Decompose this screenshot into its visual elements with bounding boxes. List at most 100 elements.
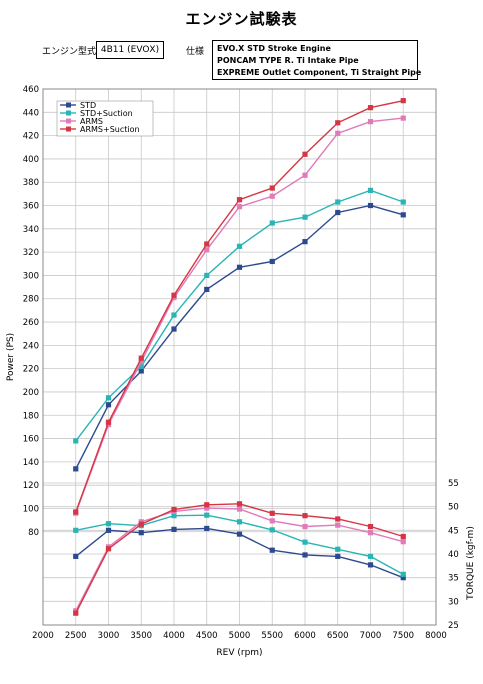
torque-point xyxy=(367,530,374,536)
y-tick-label: 440 xyxy=(23,108,39,118)
torque-axis-label: TORQUE (kgf-m) xyxy=(466,526,476,601)
engine-type-label: エンジン型式 xyxy=(42,47,97,57)
torque-point xyxy=(367,523,374,530)
power-point xyxy=(73,466,79,472)
power-point xyxy=(171,312,177,318)
engine-type-value: 4B11 (EVOⅩ) xyxy=(96,41,164,59)
power-point xyxy=(400,212,406,218)
power-point xyxy=(269,258,275,265)
power-point xyxy=(335,199,341,205)
torque-point xyxy=(335,522,341,528)
power-point xyxy=(236,204,243,210)
power-point xyxy=(236,243,243,249)
y-axis-label: Power (PS) xyxy=(6,333,16,381)
torque-point xyxy=(335,546,341,552)
torque-tick-label: 50 xyxy=(448,503,459,513)
power-point xyxy=(335,209,341,216)
power-point xyxy=(335,130,341,136)
power-point xyxy=(269,220,275,226)
power-point xyxy=(171,326,177,332)
torque-point xyxy=(400,571,406,577)
y-tick-label: 280 xyxy=(23,295,39,305)
torque-point xyxy=(236,531,243,537)
torque-point xyxy=(302,523,308,530)
x-tick-label: 2500 xyxy=(65,631,87,641)
torque-point xyxy=(269,547,275,553)
page-title: エンジン試験表 xyxy=(185,10,298,28)
power-point xyxy=(204,241,210,247)
y-tick-label: 80 xyxy=(28,528,39,538)
y-tick-label: 160 xyxy=(23,435,39,445)
legend-marker xyxy=(66,102,71,108)
y-tick-label: 180 xyxy=(23,411,39,421)
power-point xyxy=(204,272,210,279)
power-point xyxy=(302,239,308,245)
torque-point xyxy=(236,519,243,525)
power-point xyxy=(367,202,374,209)
torque-tick-label: 35 xyxy=(448,574,459,584)
power-point xyxy=(269,193,275,199)
torque-tick-label: 25 xyxy=(448,621,459,631)
y-tick-label: 220 xyxy=(23,365,39,375)
torque-point xyxy=(138,521,144,527)
spec-label: 仕様 xyxy=(186,47,205,57)
power-point xyxy=(302,214,308,220)
y-tick-label: 340 xyxy=(23,225,39,235)
spec-line: PONCAM TYPE R. Ti Intake Pipe xyxy=(217,56,359,65)
y-tick-label: 380 xyxy=(23,178,39,188)
power-point xyxy=(138,359,144,365)
x-tick-label: 8000 xyxy=(425,631,447,641)
x-tick-label: 5000 xyxy=(229,631,251,641)
torque-point xyxy=(400,575,406,581)
y-tick-label: 460 xyxy=(23,85,39,95)
power-point xyxy=(171,292,177,298)
y-tick-label: 200 xyxy=(23,388,39,398)
torque-point xyxy=(302,539,308,545)
torque-point xyxy=(400,533,406,540)
torque-point xyxy=(73,553,79,559)
torque-tick-label: 40 xyxy=(448,550,459,560)
torque-point xyxy=(204,505,210,511)
plot-frame xyxy=(42,88,437,626)
y-tick-label: 400 xyxy=(23,155,39,165)
spec-line: EVO.X STD Stroke Engine xyxy=(217,44,331,53)
x-tick-label: 6500 xyxy=(327,631,349,641)
x-tick-label: 5500 xyxy=(261,631,283,641)
torque-point xyxy=(367,562,374,568)
power-point xyxy=(335,120,341,126)
torque-point xyxy=(204,502,210,508)
x-tick-label: 6000 xyxy=(294,631,316,641)
y-tick-label: 320 xyxy=(23,248,39,258)
x-tick-label: 2000 xyxy=(32,631,54,641)
torque-point xyxy=(171,506,177,513)
torque-point xyxy=(269,518,275,524)
power-point xyxy=(204,247,210,253)
power-point xyxy=(73,509,79,515)
spec-box: EVO.X STD Stroke Engine PONCAM TYPE R. T… xyxy=(212,40,422,80)
legend-marker xyxy=(66,110,71,116)
torque-tick-label: 45 xyxy=(448,526,459,536)
y-tick-label: 100 xyxy=(23,504,39,514)
legend-label: STD xyxy=(80,101,96,110)
y-tick-label: 300 xyxy=(23,271,39,281)
torque-tick-label: 55 xyxy=(448,479,459,489)
x-tick-label: 4000 xyxy=(163,631,185,641)
power-point xyxy=(302,151,308,157)
x-tick-label: 4500 xyxy=(196,631,218,641)
torque-point xyxy=(236,501,243,507)
torque-point xyxy=(204,525,210,532)
power-point xyxy=(367,119,374,125)
x-tick-label: 3500 xyxy=(130,631,152,641)
y-tick-label: 360 xyxy=(23,202,39,212)
y-tick-label: 240 xyxy=(23,341,39,351)
torque-point xyxy=(73,610,79,616)
torque-point xyxy=(400,539,406,545)
y-tick-label: 260 xyxy=(23,318,39,328)
torque-point xyxy=(105,527,112,533)
power-point xyxy=(269,185,275,191)
torque-point xyxy=(105,521,112,527)
spec-line: EXPREME Outlet Component, Ti Straight Pi… xyxy=(217,68,422,77)
torque-point xyxy=(302,513,308,519)
power-point xyxy=(400,115,406,121)
